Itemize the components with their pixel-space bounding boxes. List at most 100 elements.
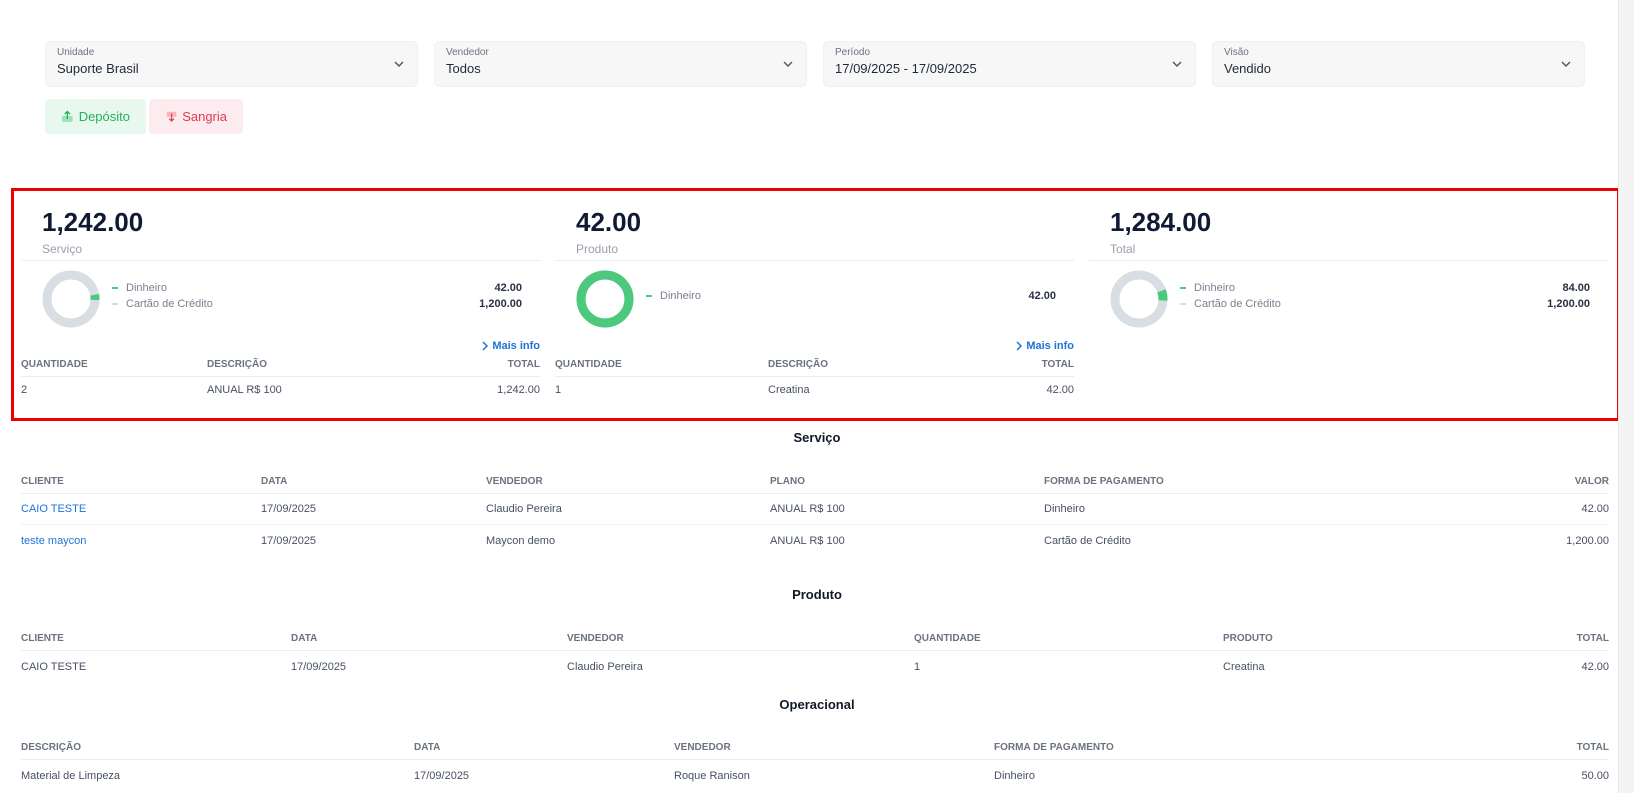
product-total: 42.00 [576,207,642,237]
period-label: Período [835,47,871,58]
view-select[interactable]: Visão Vendido [1212,41,1585,87]
table-header: QUANTIDADE DESCRIÇÃO TOTAL [21,359,540,377]
legend-name: Dinheiro [1194,282,1235,294]
table-header: CLIENTE DATA VENDEDOR QUANTIDADE PRODUTO… [21,633,1609,651]
product-section-title: Produto [792,587,842,602]
operational-section-title: Operacional [779,697,855,712]
cash-actions: Depósito Sangria [45,99,243,134]
legend-amount: 42.00 [1028,290,1056,302]
legend-swatch [1180,303,1186,305]
col-seller: VENDEDOR [567,633,624,644]
cell-total: 50.00 [1581,769,1609,782]
cell-value: 1,200.00 [1566,534,1609,547]
client-link[interactable]: teste maycon [21,534,87,547]
cell-total: 42.00 [1581,660,1609,673]
table-row: 2 ANUAL R$ 100 1,242.00 [21,377,540,402]
table-row: teste maycon 17/09/2025 Maycon demo ANUA… [21,525,1609,556]
legend-amount: 1,200.00 [479,298,522,310]
upload-icon [61,110,73,122]
col-quantity: QUANTIDADE [21,359,88,370]
service-section-title: Serviço [793,430,841,445]
table-header: DESCRIÇÃO DATA VENDEDOR FORMA DE PAGAMEN… [21,742,1609,760]
withdrawal-button[interactable]: Sangria [149,99,243,134]
cell-total: 1,242.00 [497,383,540,396]
summary-panel: 1,242.00 Serviço Dinheiro 42.00 Cartão d… [11,188,1620,421]
more-info-label: Mais info [1026,340,1074,352]
legend-item: Cartão de Crédito 1,200.00 [1180,298,1590,310]
legend-name: Cartão de Crédito [1194,298,1281,310]
cell-seller: Roque Ranison [674,769,750,782]
cell-client: CAIO TESTE [21,660,87,673]
cell-total: 42.00 [1046,383,1074,396]
total-donut-chart [1110,270,1168,328]
col-date: DATA [261,476,288,487]
period-value: 17/09/2025 - 17/09/2025 [835,61,977,76]
cell-description: ANUAL R$ 100 [207,383,282,396]
grand-total-label: Total [1110,242,1136,256]
donut-track [42,270,100,328]
col-description: DESCRIÇÃO [768,359,829,370]
col-client: CLIENTE [21,633,64,644]
legend-amount: 84.00 [1562,282,1590,294]
service-more-info-link[interactable]: Mais info [481,340,540,352]
chevron-down-icon [394,61,404,67]
table-row: 1 Creatina 42.00 [555,377,1074,402]
cell-quantity: 1 [555,383,562,396]
col-quantity: QUANTIDADE [914,633,981,644]
unit-label: Unidade [57,47,95,58]
client-link[interactable]: CAIO TESTE [21,503,87,515]
legend-swatch [646,295,652,297]
view-value: Vendido [1224,61,1271,76]
deposit-button[interactable]: Depósito [45,99,146,134]
cell-date: 17/09/2025 [261,503,317,515]
cell-date: 17/09/2025 [414,769,470,782]
col-total: TOTAL [1576,742,1609,753]
col-seller: VENDEDOR [486,476,543,487]
product-more-info-link[interactable]: Mais info [1015,340,1074,352]
col-quantity: QUANTIDADE [555,359,622,370]
operational-table: DESCRIÇÃO DATA VENDEDOR FORMA DE PAGAMEN… [21,742,1609,791]
cell-seller: Claudio Pereira [486,503,562,515]
cell-value: 42.00 [1581,503,1609,515]
product-mini-table: QUANTIDADE DESCRIÇÃO TOTAL 1 Creatina 42… [555,359,1074,402]
period-select[interactable]: Período 17/09/2025 - 17/09/2025 [823,41,1196,87]
col-payment: FORMA DE PAGAMENTO [1044,476,1164,487]
cell-seller: Claudio Pereira [567,660,643,673]
col-description: DESCRIÇÃO [21,742,82,753]
cell-date: 17/09/2025 [291,660,347,673]
col-value: VALOR [1574,476,1609,487]
unit-select[interactable]: Unidade Suporte Brasil [45,41,418,87]
col-plan: PLANO [770,476,805,487]
service-table: CLIENTE DATA VENDEDOR PLANO FORMA DE PAG… [21,476,1609,556]
service-mini-table: QUANTIDADE DESCRIÇÃO TOTAL 2 ANUAL R$ 10… [21,359,540,402]
filters-bar: Unidade Suporte Brasil Vendedor Todos Pe… [45,41,1585,87]
cell-payment: Dinheiro [994,769,1035,782]
cell-plan: ANUAL R$ 100 [770,534,845,547]
legend-item: Dinheiro 42.00 [646,290,1056,302]
cell-plan: ANUAL R$ 100 [770,503,845,515]
col-total: TOTAL [1041,359,1074,370]
cell-seller: Maycon demo [486,534,556,547]
divider [21,260,540,261]
legend-swatch [112,303,118,305]
withdrawal-label: Sangria [182,109,227,124]
cell-payment: Dinheiro [1044,503,1085,515]
vertical-scrollbar[interactable] [1618,0,1634,793]
seller-select[interactable]: Vendedor Todos [434,41,807,87]
legend-amount: 1,200.00 [1547,298,1590,310]
cell-payment: Cartão de Crédito [1044,534,1131,547]
col-product: PRODUTO [1223,633,1273,644]
download-icon [166,111,177,122]
legend-swatch [112,287,118,289]
seller-value: Todos [446,61,481,76]
cell-quantity: 2 [21,383,28,396]
product-donut-chart [576,270,634,328]
col-date: DATA [291,633,318,644]
donut-track [1110,270,1168,328]
donut-green-slice [42,270,100,328]
chevron-down-icon [1561,61,1571,67]
col-client: CLIENTE [21,476,64,487]
col-description: DESCRIÇÃO [207,359,268,370]
divider [1089,260,1608,261]
cell-quantity: 1 [914,660,921,673]
